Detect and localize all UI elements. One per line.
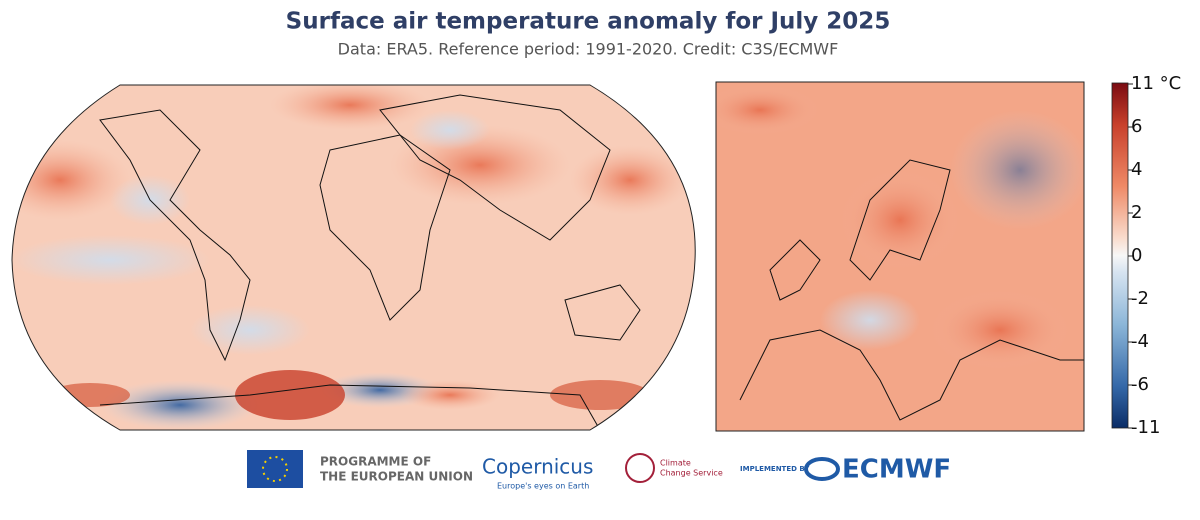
subtitle: Data: ERA5. Reference period: 1991-2020.… xyxy=(338,40,839,59)
eu-text: THE EUROPEAN UNION xyxy=(320,470,473,484)
colorbar xyxy=(1111,82,1129,429)
europe-frame xyxy=(715,81,1085,432)
colorbar-tick-label: -2 xyxy=(1131,288,1149,309)
c3s-text: Change Service xyxy=(660,469,723,478)
c3s-icon xyxy=(625,453,655,483)
colorbar-ticks: 11 °C 6 4 2 0 -2 -4 -6 -11 xyxy=(1128,73,1181,438)
title: Surface air temperature anomaly for July… xyxy=(286,9,891,35)
europe-map xyxy=(716,82,1084,431)
copernicus-text: Copernicus xyxy=(482,455,593,479)
eu-text: PROGRAMME OF xyxy=(320,455,431,469)
copernicus-tagline: Europe's eyes on Earth xyxy=(497,482,589,491)
eu-stars xyxy=(262,456,288,482)
colorbar-tick-label: -4 xyxy=(1131,331,1149,352)
ecmwf-text: ECMWF xyxy=(842,455,951,485)
ecmwf-icon xyxy=(804,457,840,481)
logos: PROGRAMME OF THE EUROPEAN UNION Copernic… xyxy=(247,450,951,491)
eu-flag xyxy=(247,450,303,488)
colorbar-tick-label: 6 xyxy=(1131,116,1142,137)
implemented-by: IMPLEMENTED BY xyxy=(740,465,810,473)
map-frame xyxy=(11,84,696,431)
colorbar-tick-label: 11 °C xyxy=(1131,73,1181,94)
colorbar-tick-label: 0 xyxy=(1131,245,1142,266)
world-map xyxy=(12,85,696,430)
colorbar-tick-label: -11 xyxy=(1131,417,1160,438)
colorbar-tick-label: 4 xyxy=(1131,159,1142,180)
colorbar-tick-label: 2 xyxy=(1131,202,1142,223)
colorbar-tick-label: -6 xyxy=(1131,374,1149,395)
c3s-text: Climate xyxy=(660,459,691,468)
